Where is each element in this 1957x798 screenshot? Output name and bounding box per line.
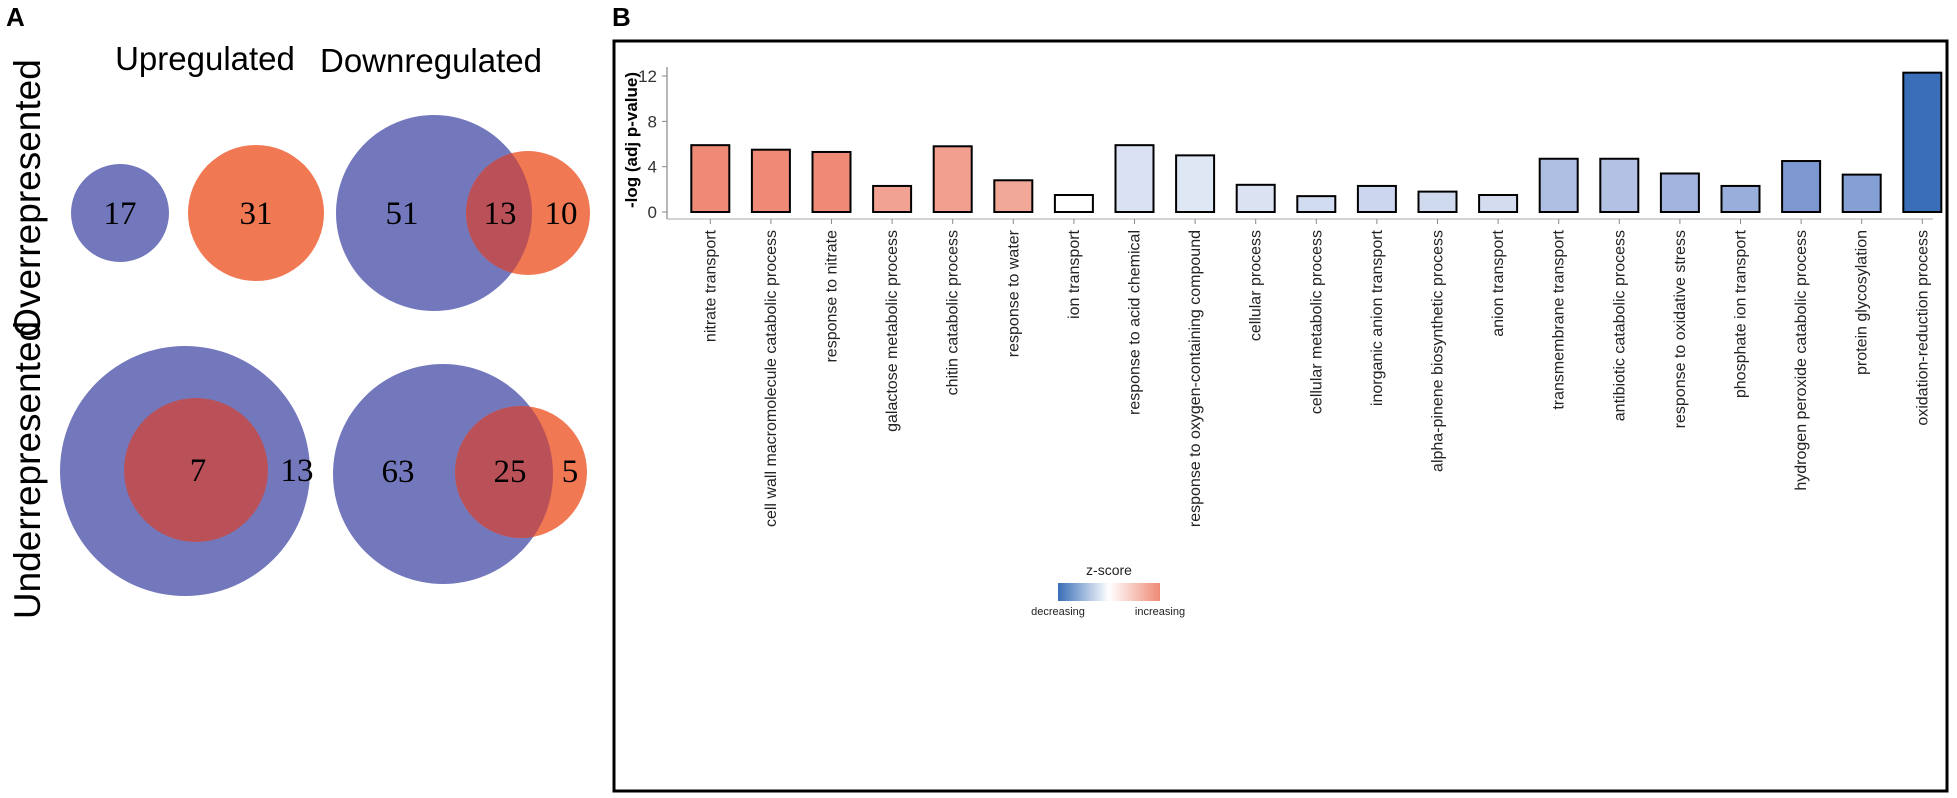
panel-a: A Upregulated Downregulated Overrepresen… bbox=[6, 2, 590, 619]
x-tick-label: response to oxidative stress bbox=[1672, 230, 1689, 428]
x-tick-label: response to oxygen-containing compound bbox=[1187, 230, 1204, 527]
col-header-downregulated: Downregulated bbox=[320, 42, 542, 79]
row-header-overrepresented: Overrepresented bbox=[7, 59, 48, 337]
y-tick-label: 8 bbox=[648, 112, 657, 131]
bar bbox=[1902, 71, 1943, 213]
bar bbox=[1841, 173, 1882, 213]
bar bbox=[1175, 154, 1216, 213]
bar bbox=[872, 184, 913, 213]
y-tick-label: 0 bbox=[648, 203, 657, 222]
x-tick-label: alpha-pinene biosynthetic process bbox=[1430, 230, 1447, 472]
x-tick-label: hydrogen peroxide catabolic process bbox=[1793, 230, 1810, 491]
x-tick-label: transmembrane transport bbox=[1551, 229, 1568, 409]
bar bbox=[1659, 172, 1700, 213]
x-tick-label: protein glycosylation bbox=[1854, 230, 1871, 375]
bar bbox=[932, 145, 973, 213]
venn-count-overlap: 25 bbox=[494, 454, 527, 490]
x-tick-label: galactose metabolic process bbox=[884, 230, 901, 432]
venn-over-up: 17 31 bbox=[71, 145, 324, 281]
venn-count-overlap: 13 bbox=[484, 196, 517, 232]
x-tick-label: ion transport bbox=[1066, 229, 1083, 318]
bar bbox=[1356, 184, 1397, 213]
bar bbox=[1053, 194, 1094, 213]
bar bbox=[690, 144, 731, 213]
venn-count-overlap: 7 bbox=[190, 453, 207, 489]
x-tick-label: oxidation-reduction process bbox=[1914, 230, 1931, 426]
bar bbox=[1720, 184, 1761, 213]
venn-count-up: 31 bbox=[240, 196, 273, 232]
venn-count-down: 63 bbox=[382, 454, 415, 490]
bar bbox=[811, 150, 852, 213]
x-tick-label: response to water bbox=[1005, 229, 1022, 357]
x-tick-label: anion transport bbox=[1490, 229, 1507, 336]
y-tick-label: 12 bbox=[638, 67, 657, 86]
venn-count-down: 17 bbox=[104, 196, 137, 232]
col-header-upregulated: Upregulated bbox=[115, 40, 295, 77]
venn-circle-down bbox=[336, 115, 532, 311]
x-tick-label: antibiotic catabolic process bbox=[1611, 230, 1628, 421]
bar bbox=[993, 179, 1034, 213]
venn-count-down: 13 bbox=[281, 453, 314, 489]
venn-circle-down bbox=[71, 164, 169, 262]
panel-a-label: A bbox=[6, 2, 25, 32]
venn-circle-up bbox=[188, 145, 324, 281]
venn-count-up: 5 bbox=[562, 454, 579, 490]
legend: z-score decreasing increasing bbox=[1031, 562, 1185, 618]
x-tick-label: chitin catabolic process bbox=[945, 230, 962, 395]
panel-b: B -log (adj p-value) 0 4 8 12 nitrate trans… bbox=[612, 2, 1949, 793]
venn-overlap-region bbox=[455, 406, 553, 538]
x-tick-label: inorganic anion transport bbox=[1369, 229, 1386, 406]
x-tick-label: phosphate ion transport bbox=[1733, 229, 1750, 398]
bar bbox=[1781, 160, 1822, 213]
x-tick-label: nitrate transport bbox=[702, 229, 719, 342]
legend-low-label: decreasing bbox=[1031, 606, 1085, 618]
venn-under-down: 63 25 5 bbox=[333, 364, 587, 584]
legend-colorbar bbox=[1058, 583, 1160, 601]
x-tick-label: cellular process bbox=[1248, 230, 1265, 341]
venn-over-down: 51 13 10 bbox=[336, 115, 590, 311]
y-tick-label: 4 bbox=[648, 158, 657, 177]
bar bbox=[1296, 195, 1337, 213]
bar bbox=[750, 148, 791, 213]
x-tick-labels: nitrate transport cell wall macromolecule… bbox=[702, 219, 1931, 527]
bar bbox=[1599, 157, 1640, 213]
venn-count-up: 10 bbox=[545, 196, 578, 232]
bars bbox=[690, 71, 1943, 213]
venn-overlap-region bbox=[466, 151, 532, 275]
panel-b-label: B bbox=[612, 2, 631, 32]
venn-under-up: 7 13 bbox=[60, 346, 314, 596]
legend-high-label: increasing bbox=[1135, 606, 1185, 618]
bar bbox=[1235, 183, 1276, 213]
x-tick-label: response to nitrate bbox=[824, 230, 841, 363]
bar bbox=[1538, 157, 1579, 213]
venn-overlap-region bbox=[124, 398, 268, 542]
legend-title: z-score bbox=[1086, 562, 1132, 578]
bar bbox=[1417, 190, 1458, 213]
x-tick-label: cell wall macromolecule catabolic proces… bbox=[763, 230, 780, 527]
x-tick-label: cellular metabolic process bbox=[1308, 230, 1325, 414]
x-tick-label: response to acid chemical bbox=[1127, 230, 1144, 415]
venn-count-down: 51 bbox=[386, 196, 419, 232]
bar bbox=[1114, 144, 1155, 213]
bar bbox=[1478, 194, 1519, 213]
row-header-underrepresented: Underrepresented bbox=[7, 321, 48, 619]
y-axis-label: -log (adj p-value) bbox=[622, 72, 641, 208]
y-ticks: 0 4 8 12 bbox=[638, 67, 667, 222]
